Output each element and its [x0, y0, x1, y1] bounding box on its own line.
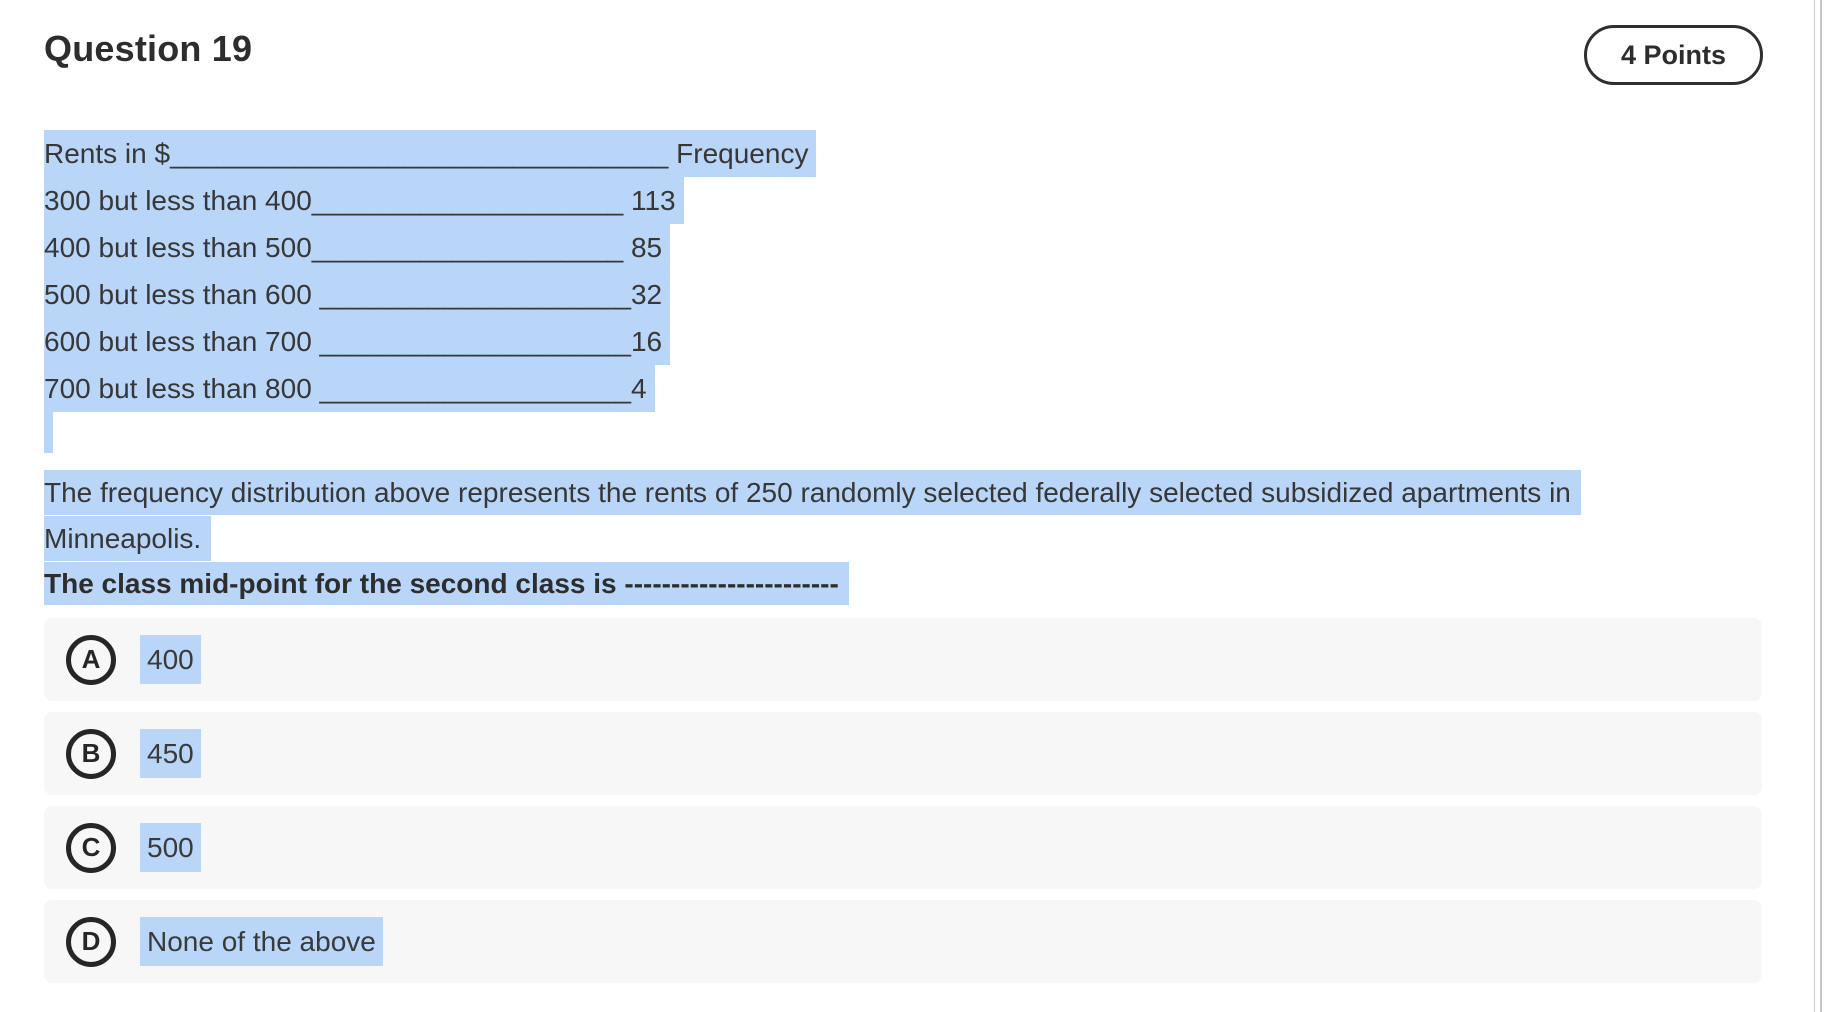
- paragraph-line: The frequency distribution above represe…: [44, 470, 1581, 516]
- table-row-text: 400 but less than 500___________________…: [44, 224, 671, 271]
- table-row-text: Rents in $______________________________…: [44, 130, 817, 177]
- option-radio-d[interactable]: D: [66, 916, 116, 967]
- table-row-text: 700 but less than 800 __________________…: [44, 365, 655, 412]
- table-row: 300 but less than 400___________________…: [44, 177, 816, 224]
- table-row: 700 but less than 800 __________________…: [44, 365, 816, 412]
- selected-empty-line: [44, 412, 53, 453]
- option-row-b[interactable]: B 450: [44, 712, 1762, 795]
- scrollbar-track-border: [1814, 0, 1815, 1012]
- option-label-text: None of the above: [140, 916, 383, 966]
- option-letter: C: [81, 832, 101, 862]
- table-row: 500 but less than 600 __________________…: [44, 271, 816, 318]
- answer-options: A 400 B 450 C 500 D: [44, 618, 1762, 994]
- option-letter: D: [81, 926, 101, 956]
- option-radio-b[interactable]: B: [66, 728, 116, 779]
- question-prompt: The class mid-point for the second class…: [44, 562, 849, 605]
- option-label-text: 400: [140, 634, 201, 684]
- table-row-text: 300 but less than 400___________________…: [44, 177, 684, 224]
- table-row: Rents in $______________________________…: [44, 130, 817, 177]
- option-row-a[interactable]: A 400: [44, 618, 1762, 701]
- option-radio-a[interactable]: A: [66, 634, 116, 685]
- frequency-table: Rents in $______________________________…: [44, 130, 817, 412]
- points-badge-label: 4 Points: [1620, 39, 1726, 70]
- table-row: 600 but less than 700 __________________…: [44, 318, 816, 365]
- option-label: 400: [140, 634, 201, 684]
- paragraph-text: The frequency distribution above represe…: [44, 470, 1581, 515]
- option-row-d[interactable]: D None of the above: [44, 900, 1762, 983]
- option-label-text: 500: [140, 822, 201, 872]
- option-label-text: 450: [140, 728, 201, 778]
- paragraph-text: Minneapolis.: [44, 516, 212, 561]
- points-badge: 4 Points: [1583, 25, 1763, 85]
- table-row-text: 500 but less than 600 __________________…: [44, 271, 671, 318]
- table-row-text: 600 but less than 700 __________________…: [44, 318, 671, 365]
- scrollbar[interactable]: [1820, 0, 1822, 1012]
- table-row: 400 but less than 500___________________…: [44, 224, 816, 271]
- option-letter: B: [81, 738, 101, 768]
- paragraph-line: Minneapolis.: [44, 516, 1581, 562]
- page-title: Question 19: [44, 28, 253, 69]
- option-label: None of the above: [140, 916, 383, 966]
- option-row-c[interactable]: C 500: [44, 806, 1762, 889]
- option-label: 500: [140, 822, 201, 872]
- question-prompt-text: The class mid-point for the second class…: [44, 562, 849, 605]
- option-letter: A: [81, 644, 101, 674]
- question-paragraph: The frequency distribution above represe…: [44, 470, 1581, 562]
- option-label: 450: [140, 728, 201, 778]
- option-radio-c[interactable]: C: [66, 822, 116, 873]
